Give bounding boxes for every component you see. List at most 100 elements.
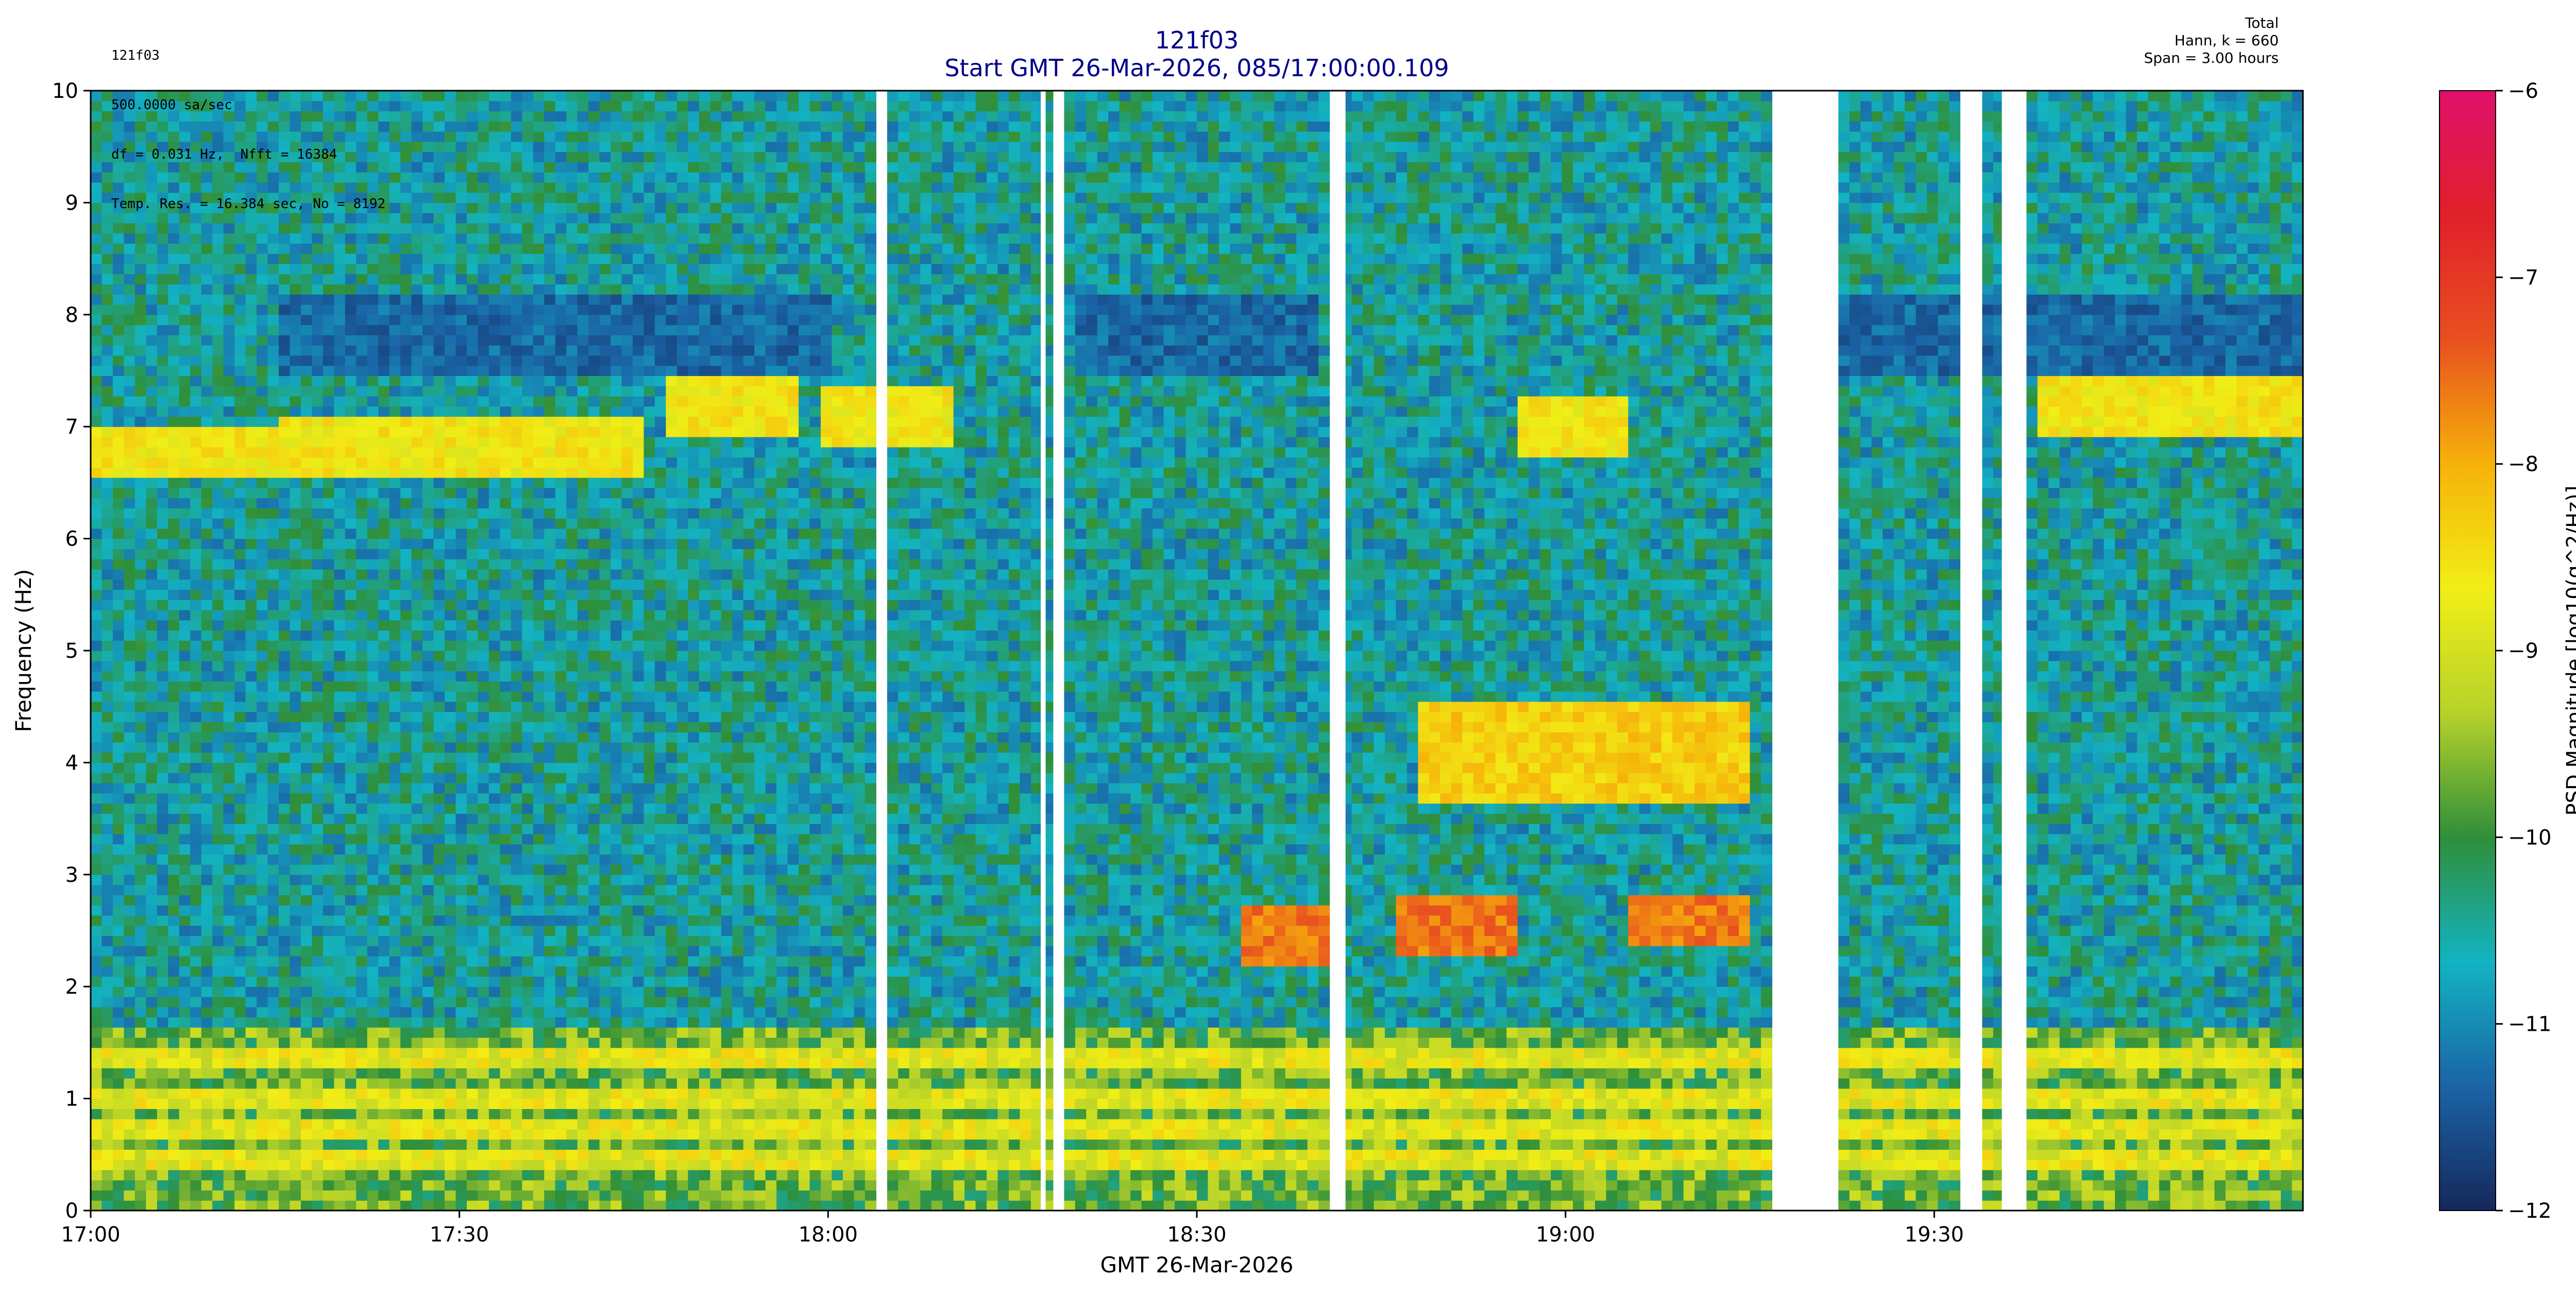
- heatmap-cell: [577, 487, 589, 499]
- heatmap-cell: [455, 630, 467, 641]
- heatmap-cell: [134, 538, 146, 549]
- heatmap-cell: [445, 457, 456, 468]
- heatmap-cell: [112, 1160, 125, 1170]
- heatmap-cell: [201, 436, 213, 448]
- heatmap-cell: [378, 701, 390, 712]
- heatmap-cell: [533, 701, 545, 712]
- heatmap-cell: [334, 651, 346, 661]
- heatmap-cell: [500, 782, 512, 794]
- heatmap-cell: [278, 427, 291, 437]
- heatmap-cell: [168, 711, 180, 722]
- heatmap-cell: [234, 355, 246, 366]
- heatmap-cell: [400, 467, 412, 478]
- heatmap-cell: [433, 406, 445, 417]
- heatmap-cell: [124, 284, 135, 295]
- heatmap-cell: [91, 793, 103, 804]
- heatmap-cell: [91, 192, 103, 203]
- heatmap-cell: [378, 681, 390, 692]
- heatmap-cell: [112, 1129, 125, 1140]
- heatmap-cell: [146, 589, 158, 600]
- heatmap-cell: [257, 345, 268, 356]
- heatmap-cell: [577, 884, 589, 895]
- heatmap-cell: [267, 884, 279, 895]
- heatmap-cell: [478, 620, 489, 631]
- heatmap-cell: [367, 518, 379, 529]
- heatmap-cell: [300, 1068, 312, 1079]
- heatmap-cell: [455, 1119, 467, 1130]
- heatmap-cell: [245, 1129, 257, 1140]
- heatmap-cell: [245, 253, 257, 264]
- heatmap-cell: [566, 314, 578, 326]
- heatmap-cell: [323, 569, 334, 580]
- heatmap-cell: [212, 1139, 224, 1150]
- heatmap-cell: [290, 447, 301, 458]
- heatmap-cell: [334, 946, 346, 957]
- heatmap-cell: [278, 100, 291, 112]
- heatmap-cell: [389, 223, 401, 234]
- heatmap-cell: [445, 915, 456, 926]
- heatmap-cell: [190, 447, 202, 458]
- heatmap-cell: [411, 498, 423, 508]
- heatmap-cell: [478, 803, 489, 814]
- heatmap-cell: [466, 243, 479, 254]
- heatmap-cell: [245, 304, 257, 315]
- heatmap-cell: [91, 376, 103, 386]
- heatmap-cell: [356, 478, 368, 488]
- heatmap-cell: [245, 1190, 257, 1201]
- heatmap-cell: [445, 1149, 456, 1160]
- heatmap-cell: [290, 925, 301, 936]
- heatmap-cell: [378, 813, 390, 824]
- heatmap-cell: [223, 803, 235, 814]
- heatmap-cell: [146, 935, 158, 946]
- heatmap-cell: [411, 956, 423, 967]
- heatmap-cell: [478, 253, 489, 264]
- heatmap-cell: [278, 681, 291, 692]
- heatmap-cell: [334, 487, 346, 499]
- heatmap-cell: [323, 100, 334, 112]
- heatmap-cell: [290, 1017, 301, 1028]
- heatmap-cell: [389, 416, 401, 427]
- heatmap-cell: [334, 600, 346, 610]
- heatmap-cell: [378, 478, 390, 488]
- heatmap-cell: [234, 294, 246, 305]
- heatmap-cell: [257, 100, 268, 112]
- heatmap-cell: [334, 630, 346, 641]
- heatmap-cell: [588, 996, 600, 1008]
- heatmap-cell: [134, 386, 146, 397]
- heatmap-cell: [267, 233, 279, 244]
- heatmap-cell: [511, 1169, 522, 1181]
- heatmap-cell: [455, 691, 467, 702]
- heatmap-cell: [146, 579, 158, 590]
- heatmap-cell: [267, 1160, 279, 1170]
- heatmap-cell: [290, 151, 301, 162]
- heatmap-cell: [522, 1098, 534, 1109]
- heatmap-cell: [500, 121, 512, 132]
- heatmap-cell: [101, 162, 113, 173]
- heatmap-cell: [378, 762, 390, 773]
- heatmap-cell: [511, 335, 522, 346]
- heatmap-cell: [290, 1149, 301, 1160]
- heatmap-cell: [179, 314, 191, 326]
- heatmap-cell: [257, 1200, 268, 1211]
- heatmap-cell: [212, 671, 224, 682]
- heatmap-cell: [544, 803, 556, 814]
- heatmap-cell: [488, 1088, 500, 1099]
- heatmap-cell: [533, 762, 545, 773]
- heatmap-cell: [533, 915, 545, 926]
- heatmap-cell: [312, 996, 324, 1008]
- heatmap-cell: [422, 396, 434, 407]
- heatmap-cell: [378, 345, 390, 356]
- heatmap-cell: [389, 314, 401, 326]
- heatmap-cell: [245, 640, 257, 651]
- heatmap-cell: [500, 956, 512, 967]
- heatmap-cell: [157, 508, 168, 519]
- heatmap-cell: [101, 1190, 113, 1201]
- heatmap-cell: [312, 1190, 324, 1201]
- heatmap-cell: [101, 1200, 113, 1211]
- heatmap-cell: [112, 233, 125, 244]
- heatmap-cell: [112, 1047, 125, 1059]
- heatmap-cell: [223, 467, 235, 478]
- heatmap-cell: [146, 671, 158, 682]
- heatmap-cell: [478, 284, 489, 295]
- heatmap-cell: [345, 813, 357, 824]
